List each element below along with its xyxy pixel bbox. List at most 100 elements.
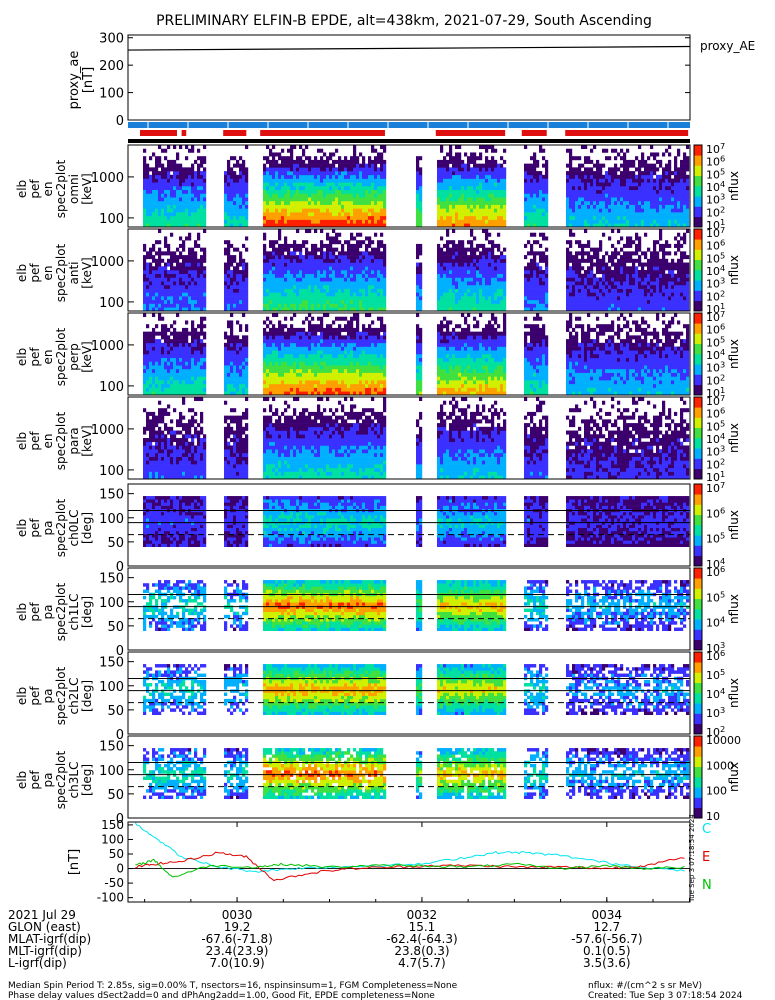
spectrogram-cell	[335, 215, 339, 220]
spectrogram-cell	[380, 296, 384, 301]
spectrogram-cell	[437, 296, 441, 301]
spectrogram-cell	[173, 193, 177, 198]
spectrogram-cell	[383, 148, 387, 153]
spectrogram-cell	[173, 288, 177, 293]
spectrogram-cell	[584, 171, 588, 176]
spectrogram-cell	[497, 247, 501, 252]
spectrogram-cell	[443, 307, 447, 312]
spectrogram-cell	[494, 273, 498, 278]
spectrogram-cell	[587, 307, 591, 312]
spectrogram-cell	[227, 197, 231, 202]
spectrogram-cell	[287, 288, 291, 293]
spectrogram-cell	[326, 215, 330, 220]
spectrogram-cell	[578, 307, 582, 312]
spectrogram-cell	[623, 156, 627, 161]
spectrogram-cell	[380, 240, 384, 245]
spectrogram-cell	[650, 266, 654, 271]
spectrogram-cell	[458, 145, 462, 150]
spectrogram-cell	[236, 288, 240, 293]
spectrogram-cell	[596, 247, 600, 252]
spectrogram-cell	[173, 307, 177, 312]
spectrogram-cell	[524, 212, 528, 217]
spectrogram-cell	[500, 215, 504, 220]
spectrogram-cell	[590, 193, 594, 198]
spectrogram-cell	[263, 277, 267, 282]
spectrogram-cell	[599, 258, 603, 263]
spectrogram-cell	[470, 159, 474, 164]
spectrogram-cell	[302, 307, 306, 312]
spectrogram-cell	[530, 178, 534, 183]
spectrogram-cell	[461, 247, 465, 252]
spectrogram-cell	[281, 273, 285, 278]
spectrogram-cell	[599, 212, 603, 217]
spectrogram-cell	[263, 200, 267, 205]
spectrogram-cell	[344, 240, 348, 245]
spectrogram-cell	[374, 288, 378, 293]
spectrogram-cell	[626, 258, 630, 263]
spectrogram-cell	[677, 193, 681, 198]
spectrogram-cell	[653, 288, 657, 293]
spectrogram-cell	[302, 219, 306, 224]
spectrogram-cell	[644, 186, 648, 191]
spectrogram-cell	[503, 200, 507, 205]
spectrogram-cell	[167, 288, 171, 293]
spectrogram-cell	[332, 284, 336, 289]
spectrogram-cell	[590, 208, 594, 213]
spectrogram-cell	[197, 236, 201, 241]
spectrogram-cell	[182, 307, 186, 312]
spectrogram-cell	[317, 296, 321, 301]
spectrogram-cell	[368, 299, 372, 304]
spectrogram-cell	[572, 197, 576, 202]
spectrogram-cell	[467, 262, 471, 267]
spectrogram-cell	[377, 270, 381, 275]
spectrogram-cell	[329, 223, 333, 228]
spectrogram-cell	[542, 200, 546, 205]
spectrogram-cell	[194, 281, 198, 286]
spectrogram-cell	[236, 174, 240, 179]
spectrogram-cell	[272, 299, 276, 304]
spectrogram-cell	[185, 186, 189, 191]
spectrogram-cell	[440, 215, 444, 220]
spectrogram-cell	[617, 270, 621, 275]
spectrogram-cell	[638, 182, 642, 187]
spectrogram-cell	[266, 208, 270, 213]
spectrogram-cell	[359, 270, 363, 275]
spectrogram-cell	[635, 303, 639, 308]
spectrogram-cell	[155, 171, 159, 176]
spectrogram-cell	[161, 307, 165, 312]
spectrogram-cell	[605, 262, 609, 267]
spectrogram-cell	[167, 277, 171, 282]
spectrogram-cell	[647, 189, 651, 194]
spectrogram-cell	[158, 182, 162, 187]
spectrogram-cell	[191, 178, 195, 183]
spectrogram-cell	[545, 186, 549, 191]
spectrogram-cell	[458, 270, 462, 275]
spectrogram-cell	[305, 189, 309, 194]
spectrogram-cell	[383, 200, 387, 205]
spectrogram-cell	[527, 223, 531, 228]
spectrogram-cell	[245, 204, 249, 209]
spectrogram-cell	[455, 307, 459, 312]
spectrogram-cell	[239, 189, 243, 194]
spectrogram-cell	[341, 208, 345, 213]
spectrogram-cell	[668, 182, 672, 187]
spectrogram-cell	[611, 167, 615, 172]
spectrogram-cell	[362, 240, 366, 245]
spectrogram-cell	[644, 270, 648, 275]
spectrogram-cell	[326, 156, 330, 161]
spectrogram-cell	[494, 281, 498, 286]
spectrogram-cell	[176, 258, 180, 263]
spectrogram-cell	[230, 284, 234, 289]
spectrogram-cell	[167, 189, 171, 194]
spectrogram-cell	[368, 255, 372, 260]
spectrogram-cell	[347, 243, 351, 248]
spectrogram-cell	[482, 255, 486, 260]
spectrogram-cell	[335, 148, 339, 153]
spectrogram-cell	[416, 171, 420, 176]
spectrogram-cell	[368, 167, 372, 172]
spectrogram-cell	[188, 303, 192, 308]
spectrogram-cell	[530, 171, 534, 176]
spectrogram-cell	[644, 251, 648, 256]
spectrogram-cell	[224, 186, 228, 191]
spectrogram-cell	[458, 212, 462, 217]
